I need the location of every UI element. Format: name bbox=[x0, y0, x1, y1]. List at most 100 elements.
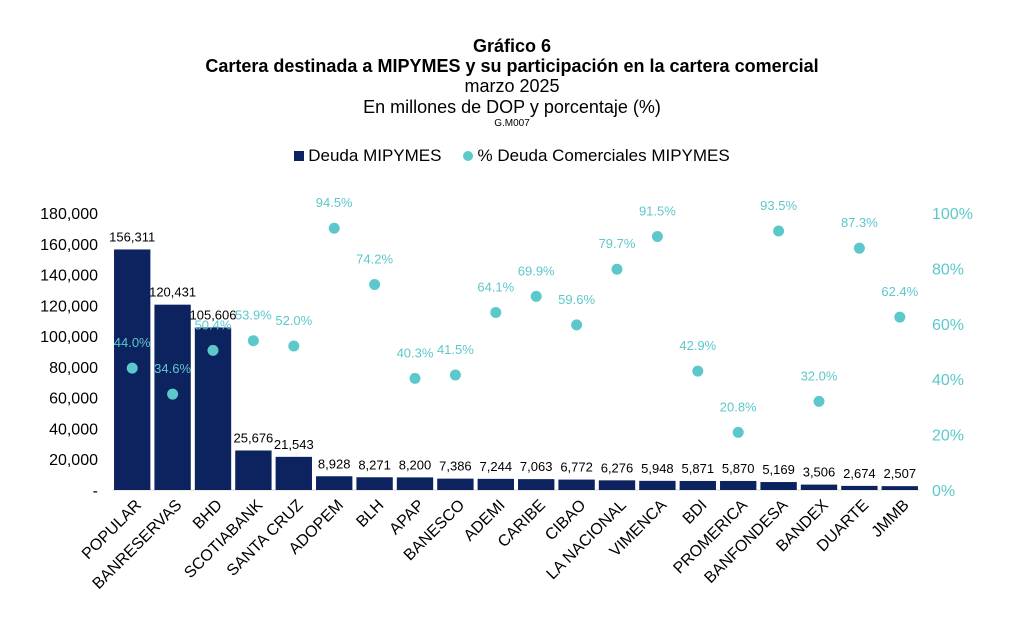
legend-item-bars: Deuda MIPYMES bbox=[294, 146, 441, 166]
legend-swatch-bars bbox=[294, 151, 305, 161]
percent-point bbox=[692, 365, 704, 377]
percent-point-label: 50.4% bbox=[195, 317, 232, 332]
bar-value-label: 7,386 bbox=[439, 459, 472, 474]
legend-swatch-dots bbox=[463, 151, 474, 161]
bar-value-label: 120,431 bbox=[149, 285, 196, 300]
category-label: BLH bbox=[353, 497, 387, 531]
percent-point-label: 94.5% bbox=[316, 195, 353, 210]
y-left-tick-label: 160,000 bbox=[40, 237, 98, 254]
percent-point bbox=[328, 222, 340, 234]
percent-point bbox=[611, 263, 623, 275]
bar bbox=[437, 478, 474, 490]
y-right-tick-label: 40% bbox=[932, 372, 964, 389]
y-left-tick-label: 180,000 bbox=[40, 206, 98, 223]
percent-point bbox=[449, 369, 461, 381]
percent-point-label: 44.0% bbox=[114, 335, 151, 350]
y-left-tick-label: 100,000 bbox=[40, 329, 98, 346]
y-right-tick-label: 100% bbox=[932, 206, 973, 223]
percent-point-label: 20.8% bbox=[720, 399, 757, 414]
bar-value-label: 8,271 bbox=[358, 457, 391, 472]
percent-point-label: 52.0% bbox=[275, 313, 312, 328]
bar bbox=[881, 486, 918, 490]
bar-value-label: 105,606 bbox=[190, 307, 237, 322]
chart-code: G.M007 bbox=[494, 118, 530, 129]
bar-value-label: 21,543 bbox=[274, 437, 314, 452]
chart-title: Gráfico 6 bbox=[472, 36, 552, 56]
bar bbox=[396, 477, 434, 490]
percent-point-label: 32.0% bbox=[801, 368, 838, 383]
percent-point-label: 42.9% bbox=[679, 338, 716, 353]
percent-point-label: 74.2% bbox=[356, 251, 393, 266]
y-left-tick-label: 20,000 bbox=[49, 452, 98, 469]
bar-value-label: 2,674 bbox=[843, 466, 876, 481]
bar bbox=[841, 485, 878, 490]
y-left-tick-label: 60,000 bbox=[49, 391, 98, 408]
legend-item-dots: % Deuda Comerciales MIPYMES bbox=[463, 146, 730, 166]
percent-point bbox=[732, 426, 744, 438]
bar-value-label: 6,276 bbox=[601, 460, 634, 475]
percent-point bbox=[409, 372, 421, 384]
y-right-tick-label: 60% bbox=[932, 317, 964, 334]
chart-units: En millones de DOP y porcentaje (%) bbox=[363, 97, 661, 117]
bar bbox=[800, 484, 838, 490]
percent-point bbox=[369, 278, 381, 290]
chart-titles: Gráfico 6 Cartera destinada a MIPYMES y … bbox=[0, 36, 1024, 130]
bar-value-label: 25,676 bbox=[234, 430, 274, 445]
legend-label-dots: % Deuda Comerciales MIPYMES bbox=[477, 146, 730, 165]
bar-value-label: 5,169 bbox=[762, 462, 795, 477]
y-left-tick-label: 80,000 bbox=[49, 360, 98, 377]
percent-point-label: 93.5% bbox=[760, 198, 797, 213]
bar bbox=[316, 476, 353, 490]
percent-point bbox=[853, 242, 865, 254]
percent-point bbox=[288, 340, 300, 352]
bar bbox=[679, 480, 716, 490]
chart-date: marzo 2025 bbox=[464, 76, 560, 96]
category-label: JMMB bbox=[869, 497, 913, 541]
bar bbox=[477, 478, 514, 490]
y-left-tick-label: - bbox=[93, 483, 98, 500]
y-left-tick-label: 120,000 bbox=[40, 298, 98, 315]
legend: Deuda MIPYMES % Deuda Comerciales MIPYME… bbox=[0, 146, 1024, 166]
percent-point-label: 62.4% bbox=[881, 284, 918, 299]
y-left-tick-label: 140,000 bbox=[40, 268, 98, 285]
bar bbox=[235, 450, 272, 490]
percent-point bbox=[813, 395, 825, 407]
percent-point-label: 59.6% bbox=[558, 292, 595, 307]
bar bbox=[720, 480, 757, 490]
percent-point bbox=[247, 335, 259, 347]
percent-point-label: 53.9% bbox=[235, 308, 272, 323]
bar bbox=[275, 456, 312, 490]
y-right-tick-label: 80% bbox=[932, 261, 964, 278]
percent-point bbox=[773, 225, 785, 237]
bar-value-label: 8,200 bbox=[399, 457, 432, 472]
bar-value-label: 6,772 bbox=[560, 460, 593, 475]
bar-value-label: 5,948 bbox=[641, 461, 674, 476]
y-right-tick-label: 0% bbox=[932, 483, 955, 500]
percent-point bbox=[490, 306, 502, 318]
bar-value-label: 8,928 bbox=[318, 456, 351, 471]
bar bbox=[558, 479, 595, 490]
percent-point bbox=[651, 231, 663, 243]
percent-point-label: 91.5% bbox=[639, 204, 676, 219]
percent-point-label: 64.1% bbox=[477, 279, 514, 294]
bar-value-label: 3,506 bbox=[803, 465, 836, 480]
percent-point bbox=[167, 388, 179, 400]
bar-value-label: 5,870 bbox=[722, 461, 755, 476]
bar bbox=[518, 479, 555, 490]
percent-point-label: 40.3% bbox=[397, 345, 434, 360]
bar bbox=[639, 480, 676, 490]
percent-point-label: 87.3% bbox=[841, 215, 878, 230]
bar bbox=[598, 480, 636, 490]
bar bbox=[356, 477, 393, 490]
percent-point bbox=[126, 362, 138, 374]
percent-point bbox=[894, 311, 906, 323]
chart-subtitle: Cartera destinada a MIPYMES y su partici… bbox=[205, 56, 819, 76]
category-label: BDI bbox=[680, 497, 711, 528]
bar-value-label: 7,244 bbox=[480, 459, 513, 474]
bar-value-label: 156,311 bbox=[109, 229, 155, 244]
bar-value-label: 5,871 bbox=[682, 461, 715, 476]
percent-point-label: 79.7% bbox=[599, 236, 636, 251]
percent-point-label: 69.9% bbox=[518, 263, 555, 278]
